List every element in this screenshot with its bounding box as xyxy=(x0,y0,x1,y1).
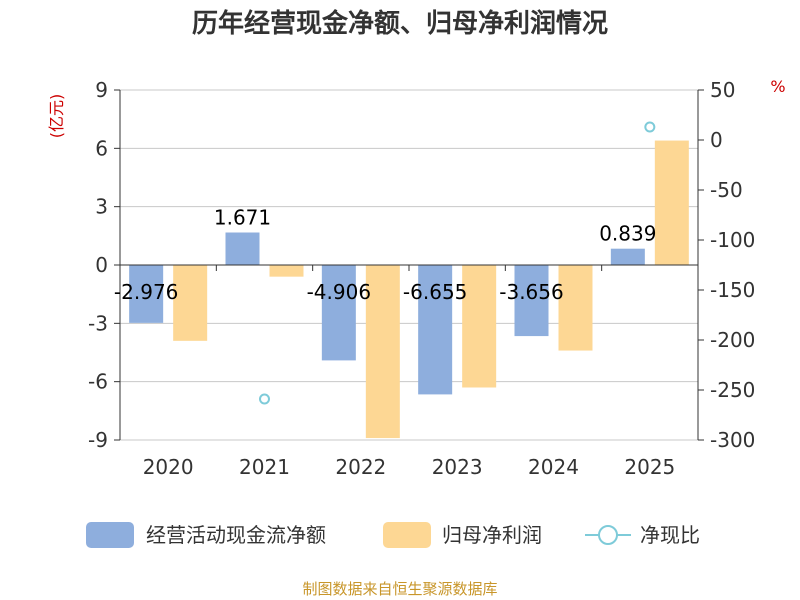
cash-flow-data-label: 1.671 xyxy=(214,206,271,230)
net-profit-bar xyxy=(462,265,497,388)
legend-label: 净现比 xyxy=(640,523,700,547)
cash-flow-data-label: -6.655 xyxy=(403,280,467,304)
x-tick-label: 2021 xyxy=(239,455,290,479)
cash-flow-bar xyxy=(321,265,356,361)
x-tick-label: 2025 xyxy=(624,455,675,479)
ratio-marker xyxy=(644,121,656,133)
ratio-markers xyxy=(259,121,656,405)
left-tick-label: -3 xyxy=(88,311,108,335)
cash-flow-data-label: -2.976 xyxy=(114,280,178,304)
cash-flow-bar xyxy=(514,265,549,337)
x-tick-label: 2022 xyxy=(335,455,386,479)
left-tick-label: -9 xyxy=(88,428,108,452)
right-axis-unit: % xyxy=(770,77,785,96)
legend-label: 归母净利润 xyxy=(442,523,542,547)
legend-swatch xyxy=(383,522,431,548)
ratio-marker xyxy=(259,393,270,405)
right-tick-label: -200 xyxy=(710,328,755,352)
x-tick-label: 2023 xyxy=(432,455,483,479)
legend-swatch xyxy=(86,522,134,548)
x-tick-label: 2020 xyxy=(143,455,194,479)
right-tick-label: 0 xyxy=(710,128,723,152)
right-tick-labels: 50 0 -50 -100 -150 -200 -250 -300 xyxy=(710,78,755,452)
right-tick-label: 50 xyxy=(710,78,735,102)
cash-flow-bar xyxy=(225,232,260,265)
bars xyxy=(129,140,689,439)
source-note: 制图数据来自恒生聚源数据库 xyxy=(302,580,497,598)
legend-marker xyxy=(598,525,618,545)
left-tick-label: 6 xyxy=(95,136,108,160)
right-tick-label: -100 xyxy=(710,228,755,252)
x-tick-labels: 2020 2021 2022 2023 2024 2025 xyxy=(143,455,676,479)
left-tick-label: 0 xyxy=(95,253,108,277)
net-profit-bar xyxy=(173,265,208,341)
chart-title: 历年经营现金净额、归母净利润情况 xyxy=(192,8,608,39)
net-profit-bar xyxy=(269,265,304,277)
left-tick-label: 9 xyxy=(95,78,108,102)
data-labels: -2.976 1.671 -4.906 -6.655 -3.656 0.839 xyxy=(114,206,657,304)
legend: 经营活动现金流净额 归母净利润 净现比 xyxy=(86,522,700,548)
left-axis-unit: (亿元) xyxy=(47,94,66,139)
cash-flow-bar xyxy=(610,248,645,265)
cash-flow-data-label: -4.906 xyxy=(307,280,371,304)
axes xyxy=(114,89,704,441)
grid-lines xyxy=(120,89,698,441)
cash-flow-bar xyxy=(129,265,164,323)
x-tick-label: 2024 xyxy=(528,455,579,479)
right-tick-label: -250 xyxy=(710,378,755,402)
legend-label: 经营活动现金流净额 xyxy=(146,523,326,547)
right-tick-label: -150 xyxy=(710,278,755,302)
net-profit-bar xyxy=(654,140,689,265)
cash-flow-data-label: -3.656 xyxy=(499,280,563,304)
left-tick-label: 3 xyxy=(95,195,108,219)
right-tick-label: -50 xyxy=(710,178,743,202)
left-tick-label: -6 xyxy=(88,370,108,394)
net-profit-bar xyxy=(365,265,400,439)
left-tick-labels: 9 6 3 0 -3 -6 -9 xyxy=(88,78,108,452)
cash-flow-bar xyxy=(418,265,453,395)
cash-flow-data-label: 0.839 xyxy=(599,222,656,246)
net-profit-bar xyxy=(558,265,593,351)
right-tick-label: -300 xyxy=(710,428,755,452)
